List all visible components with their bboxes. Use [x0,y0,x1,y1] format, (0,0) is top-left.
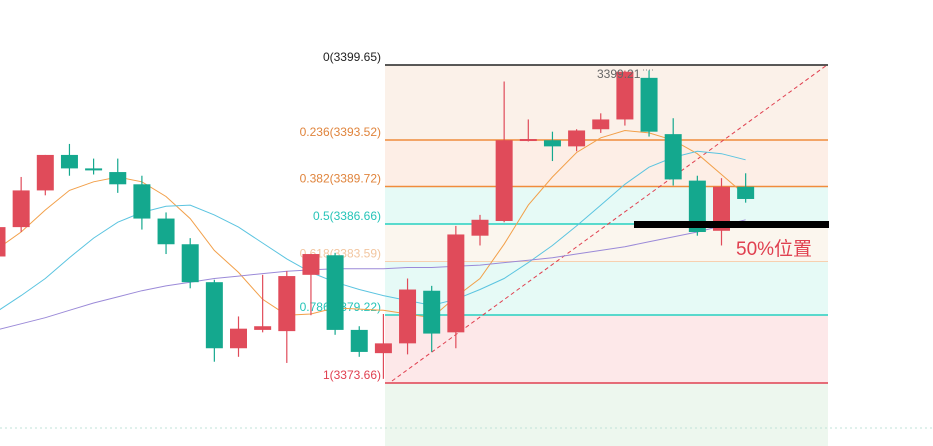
fib-zone [385,383,828,446]
candle [350,326,368,357]
candle-body [616,71,634,120]
candle-body [519,139,537,142]
candle-body [133,184,151,219]
high-marker-label: 3399.21 [597,67,641,81]
candle-body [181,244,199,283]
candle [133,175,151,230]
candle-body [254,326,272,330]
candle-body [688,180,706,233]
ma-line-ma30 [0,219,746,330]
candle [640,70,658,137]
fib-level-label: 1(3373.66) [323,368,381,382]
fib-zone [385,140,828,187]
candle-body [230,328,247,349]
candle [568,129,586,152]
candle [60,143,78,176]
candle-body [543,140,561,147]
candle [302,254,320,316]
high-marker: 3399.21 [597,67,655,81]
candle-body [737,186,755,199]
candles [0,70,755,379]
candle-body [568,130,586,147]
ma-line-ma10 [0,150,746,311]
candle [12,176,30,233]
candle [471,214,489,246]
candle [592,113,610,133]
candle-body [471,219,489,236]
candle-body [278,276,296,332]
candle [543,131,561,162]
candle [519,119,537,142]
candle [205,279,223,362]
candle [737,173,755,203]
candle-body [664,134,682,180]
candle-body [640,77,658,132]
candle-body [713,186,730,231]
candle [254,274,272,333]
candle [495,81,513,223]
candle [713,178,730,246]
candle-body [85,168,103,171]
candle [278,271,296,363]
fib-zone [385,186,828,224]
candle-body [302,254,320,275]
candle [326,252,344,335]
candle-body [495,140,513,222]
candle-body [12,190,30,228]
fib-level-label: 0.382(3389.72) [300,171,381,185]
candle [36,154,54,196]
fib-level-label: 0(3399.65) [323,50,381,64]
candle [423,285,441,352]
candle [616,70,634,126]
fibonacci-levels: 0(3399.65) 0.236(3393.52) 0.382(3389.72) 0.… [300,50,828,384]
candle-body [0,227,6,257]
candle-body [592,119,610,130]
candle-body [326,255,344,330]
candle-body [109,172,127,185]
annotation-50-percent: 50%位置 [736,238,812,260]
support-level-marker [634,221,829,228]
candle [181,238,199,289]
fib-level-label: 0.236(3393.52) [300,125,381,139]
fib-level-label: 0.5(3386.66) [313,209,381,223]
candle [664,118,682,186]
candle-body [36,154,54,191]
fibonacci-trend-line [391,64,828,382]
fib-level-label: 0.618(3383.59) [300,247,381,261]
candle-body [157,218,175,245]
candle [85,158,103,175]
candle [230,316,247,357]
candle-body [205,282,223,349]
candle [399,278,417,355]
candle-body [60,154,78,169]
candle [447,225,465,349]
candle [374,313,392,379]
candle [109,158,127,193]
candle-body [447,234,465,333]
candle-body [399,289,417,344]
candle-body [374,343,392,354]
candle [0,227,6,257]
candle [157,212,175,255]
candle-body [350,329,368,352]
candle-body [423,290,441,334]
